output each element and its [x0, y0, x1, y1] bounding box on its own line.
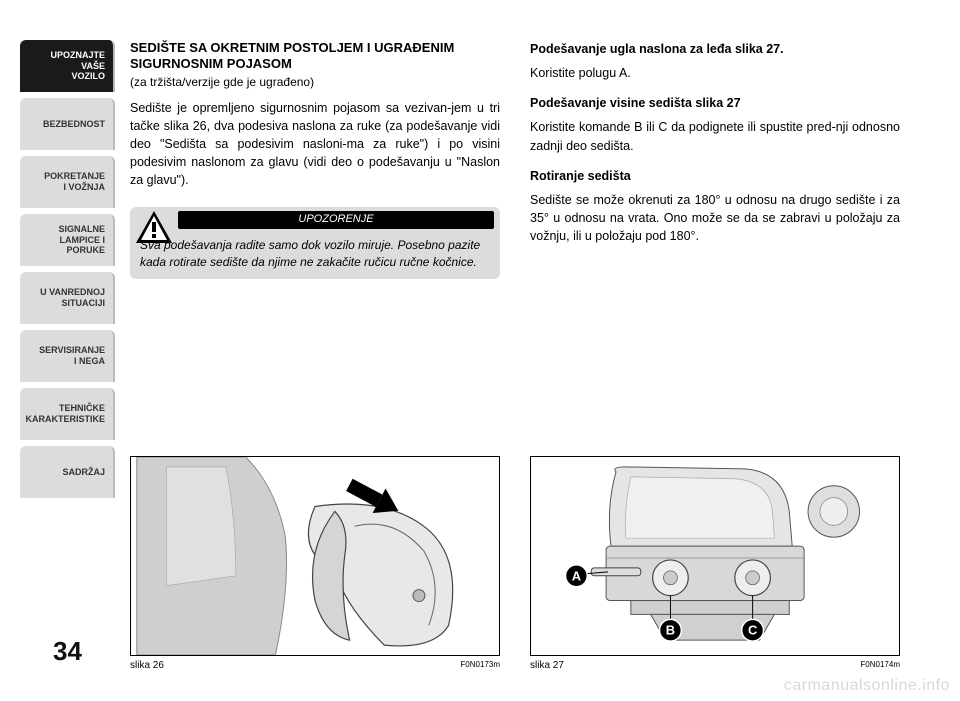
figure-26-container: slika 26 F0N0173m [130, 456, 500, 671]
subheading-market: (za tržišta/verzije gde je ugrađeno) [130, 75, 500, 89]
figure-27-svg: A B C [531, 457, 899, 655]
paragraph-seat-desc: Sedište je opremljeno sigurnosnim pojaso… [130, 99, 500, 190]
tab-vanredno[interactable]: U VANREDNOJ SITUACIJI [20, 272, 115, 324]
figure-27-label: slika 27 [530, 660, 564, 671]
sidebar-nav: UPOZNAJTE VAŠE VOZILO BEZBEDNOST POKRETA… [20, 40, 115, 498]
tab-bezbednost[interactable]: BEZBEDNOST [20, 98, 115, 150]
tab-sadrzaj[interactable]: SADRŽAJ [20, 446, 115, 498]
figure-26-caption: slika 26 F0N0173m [130, 660, 500, 671]
warning-box: UPOZORENJE Sva podešavanja radite samo d… [130, 207, 500, 279]
paragraph-controls-bc: Koristite komande B ili C da podignete i… [530, 118, 900, 154]
manual-page: UPOZNAJTE VAŠE VOZILO BEZBEDNOST POKRETA… [0, 0, 960, 701]
column-left: SEDIŠTE SA OKRETNIM POSTOLJEM I UGRAĐENI… [130, 40, 500, 671]
heading-rotation: Rotiranje sedišta [530, 167, 900, 185]
page-number: 34 [20, 631, 115, 671]
tab-tehnicke[interactable]: TEHNIČKE KARAKTERISTIKE [20, 388, 115, 440]
figure-27-code: F0N0174m [860, 660, 900, 671]
tab-signalne[interactable]: SIGNALNE LAMPICE I PORUKE [20, 214, 115, 266]
heading-seat-height: Podešavanje visine sedišta slika 27 [530, 94, 900, 112]
watermark: carmanualsonline.info [784, 677, 950, 695]
figure-27: A B C [530, 456, 900, 656]
tab-servis[interactable]: SERVISIRANJE I NEGA [20, 330, 115, 382]
heading-backrest-angle: Podešavanje ugla naslona za leđa slika 2… [530, 40, 900, 58]
figure-26 [130, 456, 500, 656]
callout-a: A [572, 568, 581, 583]
figure-27-caption: slika 27 F0N0174m [530, 660, 900, 671]
content-columns: SEDIŠTE SA OKRETNIM POSTOLJEM I UGRAĐENI… [130, 40, 900, 671]
callout-c: C [748, 623, 757, 638]
warning-icon [134, 209, 174, 245]
callout-b: B [666, 623, 675, 638]
figure-26-code: F0N0173m [460, 660, 500, 671]
figure-26-label: slika 26 [130, 660, 164, 671]
tab-upoznajte[interactable]: UPOZNAJTE VAŠE VOZILO [20, 40, 115, 92]
warning-title: UPOZORENJE [178, 211, 494, 229]
figure-26-svg [131, 457, 499, 655]
column-right: Podešavanje ugla naslona za leđa slika 2… [530, 40, 900, 671]
heading-seat-swivel: SEDIŠTE SA OKRETNIM POSTOLJEM I UGRAĐENI… [130, 40, 500, 73]
figure-27-container: A B C slika 27 [530, 456, 900, 671]
paragraph-lever-a: Koristite polugu A. [530, 64, 900, 82]
paragraph-rotation: Sedište se može okrenuti za 180° u odnos… [530, 191, 900, 245]
tab-pokretanje[interactable]: POKRETANJE I VOŽNJA [20, 156, 115, 208]
